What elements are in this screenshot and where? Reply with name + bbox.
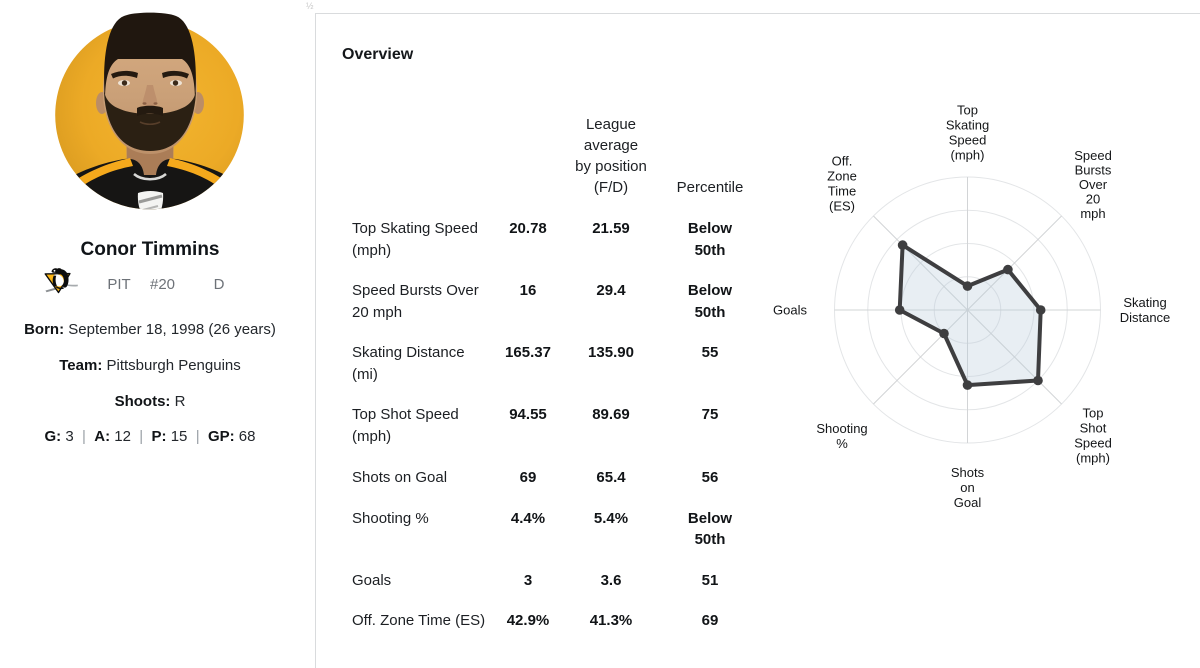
svg-text:Off.: Off. bbox=[832, 154, 853, 169]
svg-text:Speed: Speed bbox=[949, 133, 987, 148]
svg-text:(mph): (mph) bbox=[951, 148, 985, 163]
svg-text:mph: mph bbox=[1080, 206, 1105, 221]
svg-text:(mph): (mph) bbox=[1076, 451, 1110, 466]
svg-text:Shots: Shots bbox=[951, 465, 985, 480]
svg-text:Speed: Speed bbox=[1074, 148, 1112, 163]
svg-text:Zone: Zone bbox=[827, 169, 857, 184]
svg-text:Speed: Speed bbox=[1074, 436, 1112, 451]
svg-text:Skating: Skating bbox=[946, 118, 989, 133]
svg-text:Time: Time bbox=[828, 184, 856, 199]
svg-text:Shot: Shot bbox=[1080, 421, 1107, 436]
svg-text:Skating: Skating bbox=[1123, 295, 1166, 310]
svg-text:Distance: Distance bbox=[1120, 310, 1171, 325]
svg-text:on: on bbox=[960, 480, 974, 495]
svg-text:Over: Over bbox=[1079, 177, 1108, 192]
svg-text:Shooting: Shooting bbox=[816, 421, 867, 436]
svg-text:(ES): (ES) bbox=[829, 199, 855, 214]
svg-text:Bursts: Bursts bbox=[1075, 163, 1112, 178]
svg-text:20: 20 bbox=[1086, 192, 1100, 207]
svg-text:%: % bbox=[836, 436, 848, 451]
svg-text:Goals: Goals bbox=[773, 303, 807, 318]
svg-text:Top: Top bbox=[1083, 406, 1104, 421]
svg-text:Top: Top bbox=[957, 103, 978, 118]
svg-text:Goal: Goal bbox=[954, 495, 982, 510]
